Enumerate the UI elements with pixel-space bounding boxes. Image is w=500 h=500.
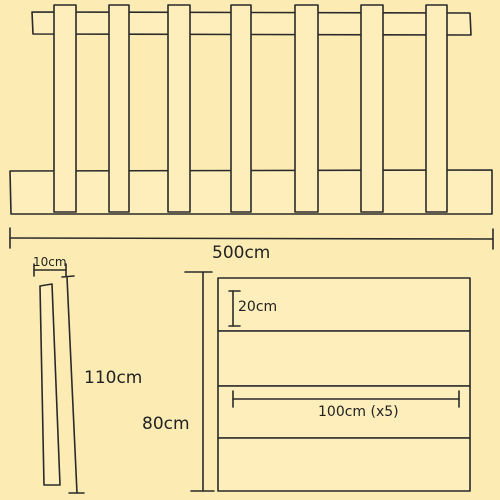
panel-detail: 80cm 20cm 100cm (x5) (142, 271, 471, 492)
board-length-dimension (232, 390, 460, 408)
picket (230, 4, 252, 213)
picket-detail: 10cm 110cm (33, 255, 142, 494)
total-width-dimension (9, 227, 494, 250)
board-height-label: 20cm (238, 299, 277, 315)
picket (294, 4, 319, 213)
picket-width-dimension (33, 263, 67, 277)
picket (53, 4, 77, 213)
board-length-label: 100cm (x5) (318, 404, 399, 420)
picket-board (39, 283, 61, 486)
picket (108, 4, 130, 213)
total-width-label: 500cm (212, 243, 270, 263)
panel-height-dimension (184, 271, 215, 492)
picket-width-label: 10cm (33, 255, 67, 269)
horizontal-board (217, 330, 471, 387)
fence-front-view: 500cm (9, 4, 494, 263)
picket (167, 4, 191, 213)
horizontal-board (217, 437, 471, 492)
board-height-dimension (228, 290, 241, 327)
picket-height-dimension (61, 275, 85, 494)
picket (425, 4, 448, 213)
picket-height-label: 110cm (84, 368, 142, 388)
panel-height-label: 80cm (142, 414, 190, 434)
picket (360, 4, 384, 213)
